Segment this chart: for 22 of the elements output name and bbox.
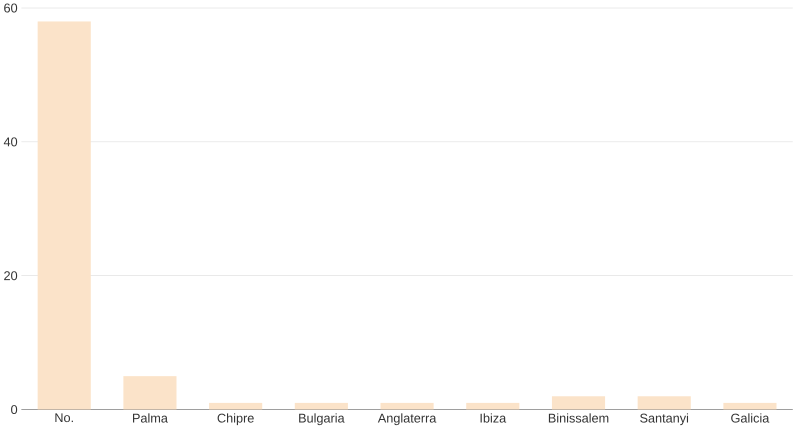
x-tick-label: Galicia <box>731 413 770 423</box>
y-tick-label: 0 <box>11 405 18 414</box>
bar <box>123 376 177 410</box>
bar <box>38 22 91 410</box>
y-tick-label: 20 <box>4 271 18 280</box>
y-tick-label: 60 <box>4 4 18 13</box>
bar <box>552 396 606 410</box>
x-tick-label: Santanyi <box>640 413 688 426</box>
y-tick-label: 40 <box>4 138 18 147</box>
x-tick-label: Ibiza <box>480 413 506 423</box>
bar <box>294 403 348 410</box>
x-tick-label: Chipre <box>218 413 254 426</box>
x-tick-label: Anglaterra <box>378 413 436 426</box>
bar <box>638 396 691 410</box>
bar <box>209 403 262 410</box>
x-tick-label: Palma <box>133 413 168 423</box>
bar <box>723 403 777 410</box>
x-tick-label: Bulgaria <box>299 413 345 426</box>
bar <box>380 403 434 410</box>
x-tick-label: No. <box>55 413 73 422</box>
x-tick-label: Binissalem <box>548 413 608 423</box>
bar <box>466 403 520 410</box>
